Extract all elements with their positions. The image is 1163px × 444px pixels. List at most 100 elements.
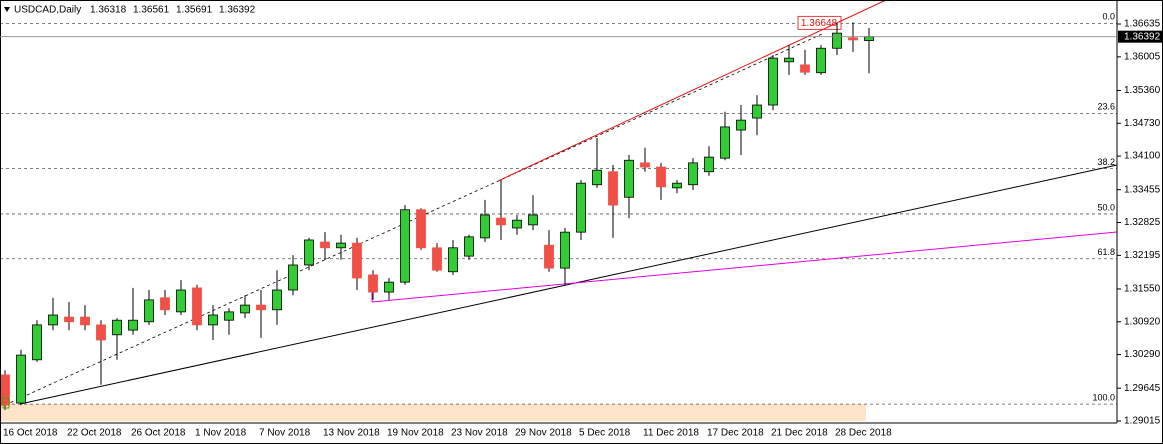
candle-body bbox=[672, 182, 682, 189]
x-tick-label: 5 Dec 2018 bbox=[579, 428, 631, 439]
candle-body bbox=[240, 304, 250, 314]
candle-body bbox=[560, 231, 570, 269]
x-tick-label: 1 Nov 2018 bbox=[195, 428, 247, 439]
candle-body bbox=[656, 166, 666, 188]
x-tick-label: 21 Dec 2018 bbox=[771, 428, 828, 439]
y-tick-label: 1.29015 bbox=[1124, 416, 1161, 427]
candle-body bbox=[688, 162, 698, 186]
y-tick-label: 1.35360 bbox=[1124, 85, 1161, 96]
candle-body bbox=[0, 374, 10, 406]
candle-body bbox=[256, 304, 266, 311]
candle-body bbox=[480, 214, 490, 239]
candle-body bbox=[64, 316, 74, 323]
chart-title: USDCAD,Daily bbox=[14, 5, 81, 16]
y-tick-label: 1.33455 bbox=[1124, 184, 1161, 195]
candle-body bbox=[704, 156, 714, 173]
anchor-marker bbox=[2, 397, 10, 409]
candle-body bbox=[96, 324, 106, 341]
candle-body bbox=[128, 319, 138, 331]
candle-body bbox=[464, 236, 474, 257]
candle-body bbox=[224, 311, 234, 321]
x-tick-label: 23 Nov 2018 bbox=[451, 428, 508, 439]
candle-body bbox=[112, 319, 122, 336]
fib-price-label: 1.36648 bbox=[801, 18, 838, 29]
candle-body bbox=[848, 37, 858, 41]
y-tick-label: 1.34730 bbox=[1124, 118, 1161, 129]
fib-level-label: 38.2 bbox=[1097, 157, 1115, 167]
candle-body bbox=[800, 64, 810, 73]
zone-rectangle bbox=[0, 404, 866, 421]
candle-body bbox=[816, 47, 826, 74]
candle-body bbox=[448, 247, 458, 273]
trend-line bbox=[19, 164, 1118, 405]
candle-body bbox=[736, 119, 746, 131]
candle-body bbox=[432, 247, 442, 271]
x-tick-label: 11 Dec 2018 bbox=[643, 428, 699, 439]
candle-body bbox=[192, 287, 202, 326]
candle-body bbox=[720, 126, 730, 159]
candle-body bbox=[320, 241, 330, 249]
header-high: 1.36561 bbox=[133, 5, 170, 16]
candle-body bbox=[288, 264, 298, 291]
y-tick-label: 1.29645 bbox=[1124, 383, 1161, 394]
x-tick-label: 17 Dec 2018 bbox=[707, 428, 764, 439]
x-tick-label: 7 Nov 2018 bbox=[259, 428, 311, 439]
candle-body bbox=[832, 32, 842, 49]
x-tick-label: 22 Oct 2018 bbox=[67, 428, 122, 439]
x-tick-label: 19 Nov 2018 bbox=[387, 428, 444, 439]
candle-body bbox=[496, 217, 506, 226]
candle-body bbox=[784, 57, 794, 63]
header-low: 1.35691 bbox=[176, 5, 213, 16]
candle-body bbox=[416, 209, 426, 249]
candle-body bbox=[336, 242, 346, 249]
candle-body bbox=[304, 239, 314, 266]
current-price-box bbox=[1118, 30, 1162, 43]
candle-body bbox=[592, 169, 602, 186]
candle-body bbox=[576, 182, 586, 233]
candle-body bbox=[272, 289, 282, 311]
candle-body bbox=[384, 281, 394, 293]
candle-body bbox=[176, 289, 186, 313]
candle-body bbox=[752, 104, 762, 119]
x-tick-label: 13 Nov 2018 bbox=[323, 428, 380, 439]
candle-body bbox=[768, 57, 778, 106]
candle-body bbox=[80, 316, 90, 326]
fib-level-label: 23.6 bbox=[1097, 102, 1115, 112]
menu-triangle[interactable] bbox=[4, 7, 10, 12]
candle-body bbox=[352, 242, 362, 279]
y-tick-label: 1.36005 bbox=[1124, 51, 1161, 62]
candle-body bbox=[544, 244, 554, 269]
candle-body bbox=[160, 297, 170, 311]
y-tick-label: 1.30920 bbox=[1124, 316, 1161, 327]
header-close: 1.36392 bbox=[219, 5, 256, 16]
y-tick-label: 1.34100 bbox=[1124, 151, 1161, 162]
current-price-label: 1.36392 bbox=[1124, 31, 1161, 42]
candle-body bbox=[32, 324, 42, 361]
x-tick-label: 29 Nov 2018 bbox=[515, 428, 572, 439]
fib-level-label: 0.0 bbox=[1102, 12, 1115, 22]
y-tick-label: 1.32825 bbox=[1124, 217, 1161, 228]
candle-body bbox=[16, 354, 26, 404]
trend-line-red bbox=[497, 0, 887, 182]
fib-level-label: 100.0 bbox=[1092, 392, 1115, 402]
y-tick-label: 1.30290 bbox=[1124, 349, 1161, 360]
x-tick-label: 16 Oct 2018 bbox=[3, 428, 58, 439]
x-tick-label: 26 Oct 2018 bbox=[131, 428, 186, 439]
trend-line-magenta bbox=[371, 231, 1118, 303]
candle-body bbox=[48, 314, 58, 326]
header-open: 1.36318 bbox=[90, 5, 127, 16]
candle-body bbox=[208, 314, 218, 326]
x-tick-label: 28 Dec 2018 bbox=[835, 428, 892, 439]
candle-body bbox=[144, 299, 154, 323]
y-tick-label: 1.31550 bbox=[1124, 284, 1161, 295]
candle-body bbox=[624, 159, 634, 198]
candle-body bbox=[368, 274, 378, 293]
candle-body bbox=[400, 209, 410, 283]
candle-body bbox=[608, 171, 618, 206]
y-tick-label: 1.32195 bbox=[1124, 250, 1161, 261]
fib-level-label: 50.0 bbox=[1097, 202, 1115, 212]
candle-body bbox=[640, 162, 650, 168]
candle-body bbox=[512, 219, 522, 229]
fib-level-label: 61.8 bbox=[1097, 247, 1115, 257]
